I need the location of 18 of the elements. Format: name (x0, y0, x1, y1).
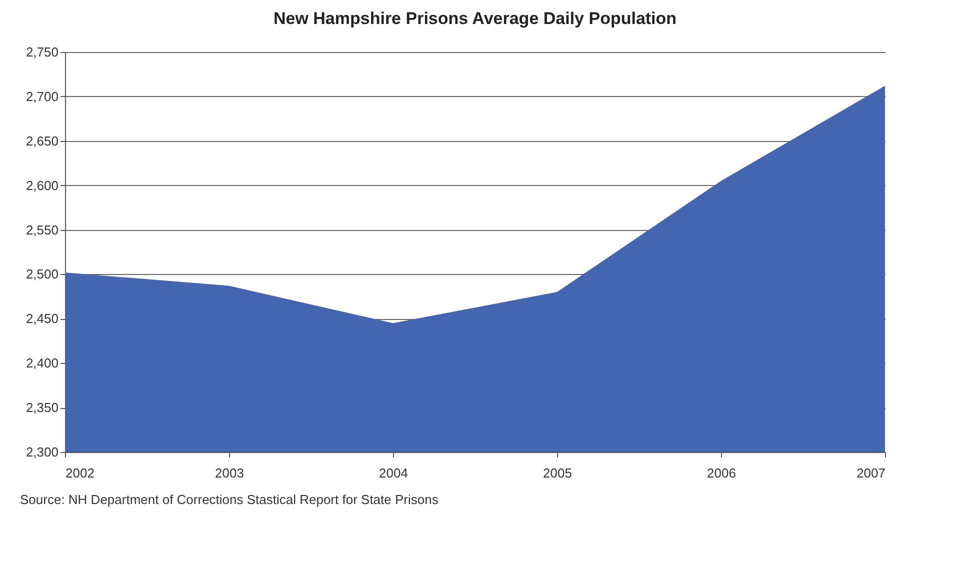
x-tick-label: 2007 (856, 466, 886, 480)
y-tick-label: 2,500 (26, 266, 58, 282)
x-tick-label: 2002 (66, 466, 94, 480)
x-tick-label: 2003 (215, 466, 244, 480)
x-tick-label: 2006 (707, 466, 736, 480)
y-tick-label: 2,550 (26, 222, 58, 238)
source-note: Source: NH Department of Corrections Stastical Report for State Prisons (20, 492, 439, 507)
y-tick-label: 2,350 (26, 400, 58, 416)
y-tick-label: 2,700 (26, 88, 58, 104)
x-tick-label: 2004 (379, 466, 408, 480)
y-tick-label: 2,650 (26, 133, 58, 148)
y-tick-label: 2,300 (26, 444, 58, 460)
x-tick-label: 2005 (543, 466, 572, 480)
y-tick-label: 2,400 (26, 356, 58, 371)
y-tick-label: 2,450 (26, 311, 58, 326)
chart-title: New Hampshire Prisons Average Daily Population (273, 9, 677, 28)
y-tick-label: 2,600 (26, 178, 58, 193)
y-tick-label: 2,750 (26, 44, 58, 60)
